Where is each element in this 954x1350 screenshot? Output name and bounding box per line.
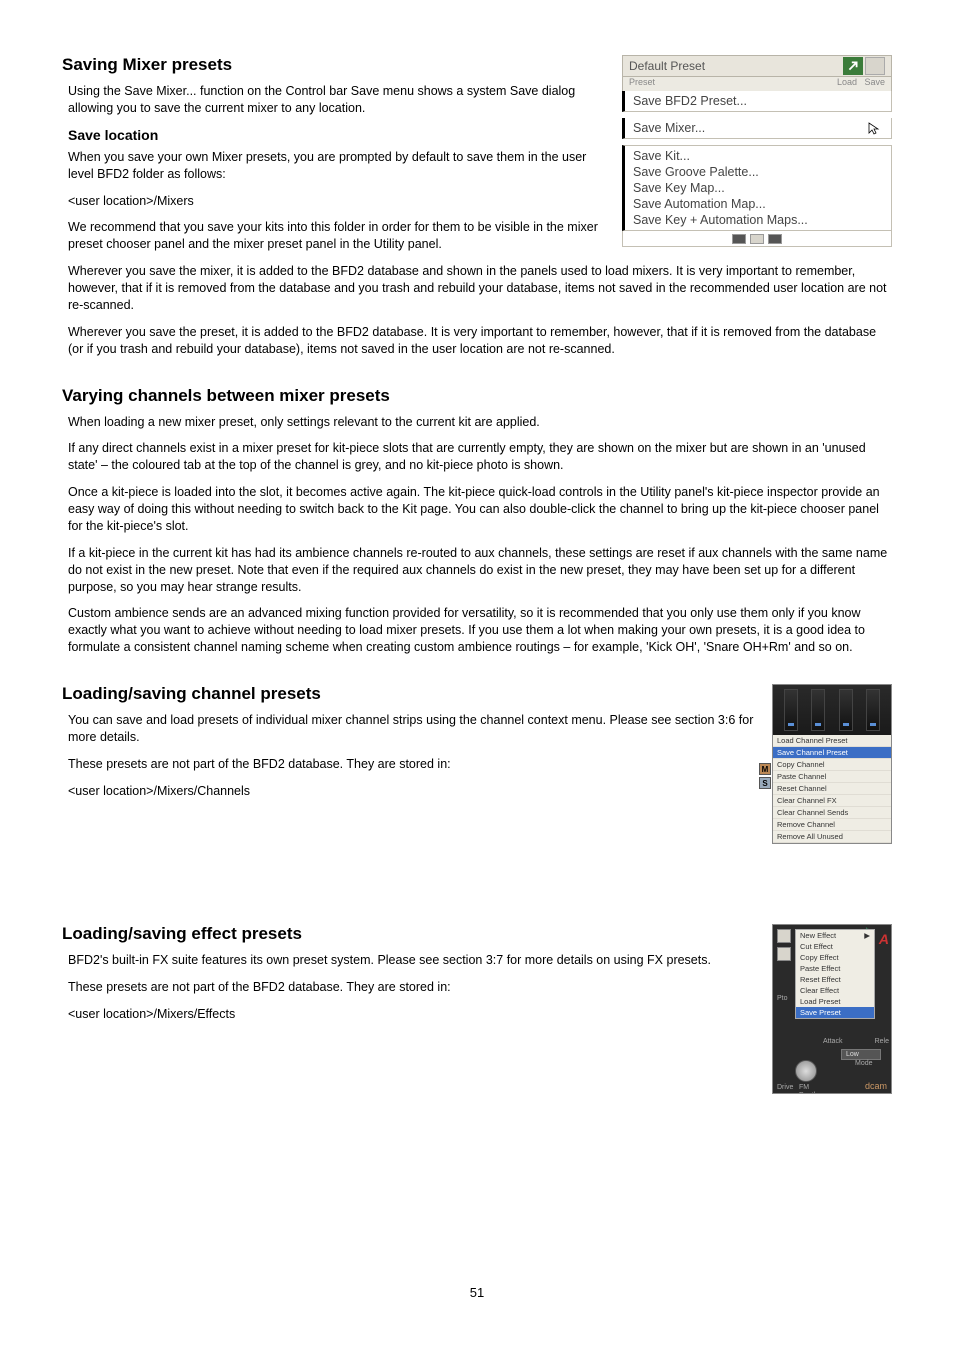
export-icon — [843, 57, 863, 75]
s2-p3: Once a kit-piece is loaded into the slot… — [62, 484, 892, 535]
s4-p2: These presets are not part of the BFD2 d… — [62, 979, 892, 996]
default-preset-label: Default Preset — [629, 59, 841, 73]
s3-p1: You can save and load presets of individ… — [62, 712, 892, 746]
prev-button[interactable] — [732, 234, 746, 244]
menu-remove-unused[interactable]: Remove All Unused — [773, 831, 891, 843]
mode-label: Mode — [855, 1060, 873, 1067]
menu-save-keyauto[interactable]: Save Key + Automation Maps... — [633, 212, 883, 228]
menu-save-channel[interactable]: Save Channel Preset — [773, 747, 891, 759]
depth-label: Depth — [799, 1092, 818, 1094]
preset-subbar: Preset Load Save — [622, 77, 892, 91]
preset-topbar: Default Preset — [622, 55, 892, 77]
next-button[interactable] — [768, 234, 782, 244]
menu-cut-effect[interactable]: Cut Effect — [796, 941, 874, 952]
mute-button[interactable]: M — [759, 763, 771, 775]
subbar-right: Load Save — [837, 77, 885, 91]
menu-clear-fx[interactable]: Clear Channel FX — [773, 795, 891, 807]
page-number: 51 — [0, 1285, 954, 1300]
menu-clear-sends[interactable]: Clear Channel Sends — [773, 807, 891, 819]
menu-reset-effect[interactable]: Reset Effect — [796, 974, 874, 985]
list-icon — [777, 947, 791, 961]
menu-save-bfd2[interactable]: Save BFD2 Preset... — [622, 91, 892, 112]
channel-context-menu: Load Channel Preset Save Channel Preset … — [773, 735, 891, 843]
menu-copy-channel[interactable]: Copy Channel — [773, 759, 891, 771]
bottom-controls — [622, 231, 892, 247]
solo-button[interactable]: S — [759, 777, 771, 789]
figure-effect-menu: ult A New Effect ▶ Cut Effect Copy Effec… — [772, 924, 892, 1094]
save-icon — [865, 57, 885, 75]
fader — [811, 689, 825, 731]
figure-channel-menu: M S Load Channel Preset Save Channel Pre… — [772, 684, 892, 844]
menu-load-preset[interactable]: Load Preset — [796, 996, 874, 1007]
s2-p5: Custom ambience sends are an advanced mi… — [62, 605, 892, 656]
menu-save-keymap[interactable]: Save Key Map... — [633, 180, 883, 196]
menu-reset-channel[interactable]: Reset Channel — [773, 783, 891, 795]
fader — [784, 689, 798, 731]
menu-save-groove[interactable]: Save Groove Palette... — [633, 164, 883, 180]
heading-effect-presets: Loading/saving effect presets — [62, 924, 892, 944]
menu-save-mixer[interactable]: Save Mixer... — [622, 118, 892, 139]
menu-save-block: Save Kit... Save Groove Palette... Save … — [622, 145, 892, 231]
list-icon — [777, 929, 791, 943]
knob[interactable] — [795, 1060, 817, 1082]
heading-channel-presets: Loading/saving channel presets — [62, 684, 892, 704]
menu-save-preset[interactable]: Save Preset — [796, 1007, 874, 1018]
fader — [866, 689, 880, 731]
release-label: Rele — [875, 1038, 889, 1045]
fm-label: FM — [799, 1084, 809, 1091]
fader — [839, 689, 853, 731]
menu-paste-channel[interactable]: Paste Channel — [773, 771, 891, 783]
attack-label: Attack — [823, 1038, 842, 1045]
menu-copy-effect[interactable]: Copy Effect — [796, 952, 874, 963]
menu-save-kit[interactable]: Save Kit... — [633, 148, 883, 164]
menu-remove-channel[interactable]: Remove Channel — [773, 819, 891, 831]
dcam-label: dcam — [865, 1081, 887, 1091]
red-a-icon: A — [879, 931, 889, 947]
heading-varying-channels: Varying channels between mixer presets — [62, 386, 892, 406]
s2-p4: If a kit-piece in the current kit has ha… — [62, 545, 892, 596]
cursor-icon — [867, 121, 883, 140]
s4-p1: BFD2's built-in FX suite features its ow… — [62, 952, 892, 969]
s2-p2: If any direct channels exist in a mixer … — [62, 440, 892, 474]
s1-p6: Wherever you save the preset, it is adde… — [62, 324, 892, 358]
menu-save-automation[interactable]: Save Automation Map... — [633, 196, 883, 212]
menu-new-effect[interactable]: New Effect ▶ — [796, 930, 874, 941]
play-button[interactable] — [750, 234, 764, 244]
s4-p3: <user location>/Mixers/Effects — [62, 1006, 892, 1023]
menu-paste-effect[interactable]: Paste Effect — [796, 963, 874, 974]
figure-save-menu: Default Preset Preset Load Save Save BFD… — [622, 55, 892, 247]
mixer-strip — [773, 685, 891, 735]
low-dropdown[interactable]: Low — [841, 1049, 881, 1060]
s1-p5: Wherever you save the mixer, it is added… — [62, 263, 892, 314]
menu-clear-effect[interactable]: Clear Effect — [796, 985, 874, 996]
pto-label: Pto — [777, 995, 788, 1002]
drive-label: Drive — [777, 1084, 793, 1091]
menu-load-channel[interactable]: Load Channel Preset — [773, 735, 891, 747]
s2-p1: When loading a new mixer preset, only se… — [62, 414, 892, 431]
subbar-preset: Preset — [629, 77, 655, 91]
effect-context-menu: New Effect ▶ Cut Effect Copy Effect Past… — [795, 929, 875, 1019]
